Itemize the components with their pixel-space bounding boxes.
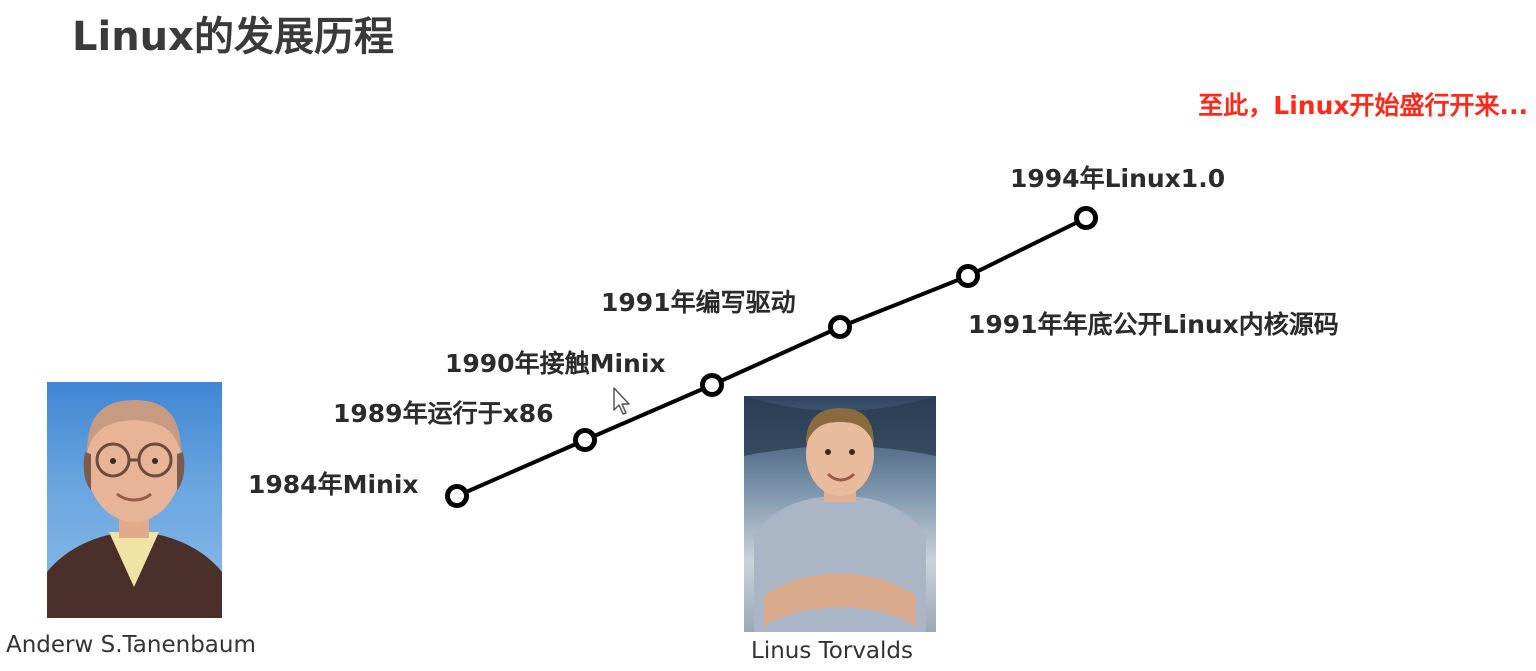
timeline-node-1994	[1074, 206, 1098, 230]
timeline-node-1989	[573, 428, 597, 452]
event-label-1990: 1990年接触Minix	[445, 349, 666, 378]
timeline-node-1984	[445, 484, 469, 508]
page-title: Linux的发展历程	[72, 14, 394, 60]
tanenbaum-caption: Anderw S.Tanenbaum	[6, 632, 256, 658]
event-label-1984: 1984年Minix	[248, 470, 419, 499]
event-label-1989: 1989年运行于x86	[333, 399, 554, 428]
timeline-node-1991-driver	[828, 315, 852, 339]
timeline-line	[456, 216, 1087, 498]
torvalds-photo	[744, 396, 936, 632]
portrait-icon	[744, 396, 936, 632]
tanenbaum-photo	[47, 382, 222, 618]
closing-note: 至此，Linux开始盛行开来...	[1198, 91, 1528, 120]
portrait-icon	[47, 400, 222, 618]
event-label-1994: 1994年Linux1.0	[1010, 164, 1226, 193]
timeline-node-1990	[700, 373, 724, 397]
event-label-1991-driver: 1991年编写驱动	[601, 288, 796, 317]
torvalds-caption: Linus Torvalds	[751, 638, 913, 664]
mouse-cursor-icon	[613, 387, 630, 415]
timeline-node-1991-source	[956, 264, 980, 288]
event-label-1991-source: 1991年年底公开Linux内核源码	[968, 310, 1339, 339]
